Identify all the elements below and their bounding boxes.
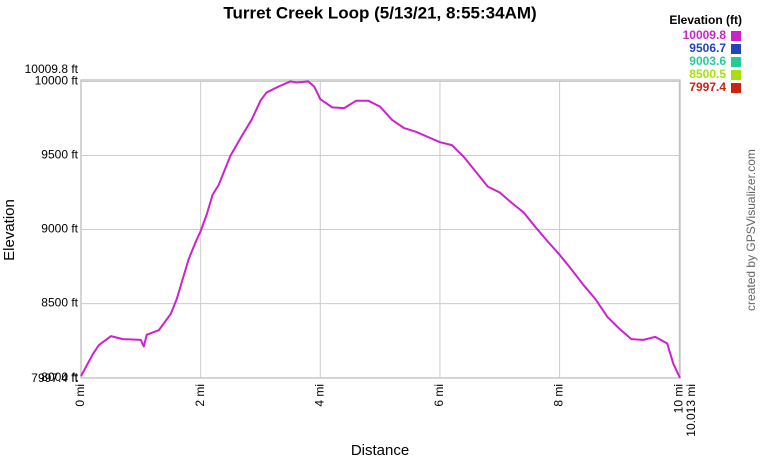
x-tick-label: 2 mi (193, 384, 207, 407)
y-tick-label: 8000 ft (41, 370, 78, 384)
x-tick-label: 4 mi (312, 384, 326, 407)
y-axis-title: Elevation (1, 199, 18, 261)
y-tick-label: 9500 ft (41, 148, 78, 162)
legend-entry: 9003.6 (689, 54, 726, 68)
x-tick-label: 10 mi (671, 384, 685, 413)
legend-entry: 7997.4 (689, 80, 726, 94)
y-tick-label: 8500 ft (41, 296, 78, 310)
legend-swatch (731, 31, 741, 41)
y-tick-label: 7997.4 ft (31, 371, 78, 385)
x-tick-label: 0 mi (73, 384, 87, 407)
legend-entry: 9506.7 (689, 41, 726, 55)
y-tick-label: 10009.8 ft (25, 62, 79, 76)
x-tick-label: 10.013 mi (684, 384, 698, 437)
x-tick-label: 8 mi (552, 384, 566, 407)
legend-entry: 8500.5 (689, 67, 726, 81)
legend-title: Elevation (ft) (669, 13, 742, 27)
legend-swatch (731, 44, 741, 54)
plot-frame (80, 79, 681, 379)
legend-swatch (731, 57, 741, 67)
legend-swatch (731, 83, 741, 93)
elevation-line (80, 80, 681, 379)
legend-swatch (731, 70, 741, 80)
x-tick-label: 6 mi (432, 384, 446, 407)
y-tick-label: 9000 ft (41, 222, 78, 236)
chart-title: Turret Creek Loop (5/13/21, 8:55:34AM) (223, 3, 536, 22)
x-axis-title: Distance (351, 442, 409, 459)
legend-entry: 10009.8 (683, 28, 727, 42)
credit: created by GPSVisualizer.com (744, 149, 758, 311)
y-tick-label: 10000 ft (35, 74, 79, 88)
